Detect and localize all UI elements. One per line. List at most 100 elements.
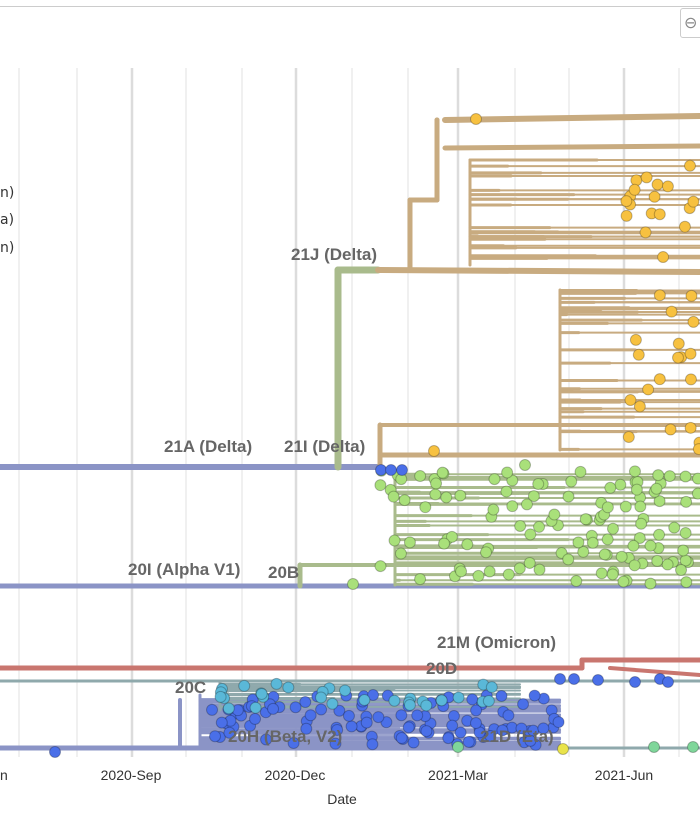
tip	[238, 679, 251, 692]
clade-label-21j: 21J (Delta)	[291, 245, 377, 264]
tip	[395, 709, 408, 722]
legend-item[interactable]: n)	[0, 185, 15, 201]
tip	[672, 337, 685, 350]
tip	[568, 673, 580, 685]
tip	[628, 559, 641, 572]
tip	[653, 289, 666, 302]
tip	[482, 694, 495, 707]
tip	[620, 195, 633, 208]
tip	[501, 466, 514, 479]
tip	[394, 547, 407, 560]
tip	[496, 724, 509, 737]
tip	[519, 459, 531, 471]
tip	[628, 465, 641, 478]
branch	[375, 267, 700, 275]
tip	[454, 489, 467, 502]
tip	[570, 575, 583, 588]
tip	[678, 220, 691, 233]
x-tick-label: 2021-Mar	[428, 767, 488, 783]
tip	[644, 539, 657, 552]
branch	[442, 143, 700, 151]
tip	[461, 538, 474, 551]
branch	[608, 666, 700, 677]
clade-label-21m: 21M (Omicron)	[437, 633, 556, 652]
tip	[345, 720, 358, 733]
tip	[300, 722, 313, 735]
legend-item[interactable]: a)	[0, 212, 15, 228]
tip	[586, 536, 599, 549]
tip	[692, 443, 700, 456]
tip	[642, 383, 655, 396]
tip	[595, 567, 608, 580]
tip	[598, 548, 611, 561]
tip	[619, 500, 632, 513]
tip	[472, 569, 485, 582]
tip	[664, 423, 677, 436]
tip	[500, 485, 513, 498]
tip	[606, 568, 619, 581]
tip	[668, 521, 681, 534]
tip	[429, 488, 442, 501]
tip	[469, 717, 482, 730]
tip	[470, 704, 483, 717]
tip	[601, 501, 614, 514]
tip	[419, 501, 432, 514]
tip	[388, 534, 401, 547]
x-tick-label: 2020-Dec	[265, 767, 326, 783]
tip	[552, 716, 565, 729]
tip	[650, 482, 663, 495]
tip	[326, 697, 339, 710]
tip	[606, 522, 619, 535]
tip	[514, 520, 527, 533]
tip	[375, 464, 387, 476]
tip	[661, 180, 674, 193]
header-divider	[0, 6, 700, 7]
tip	[680, 495, 693, 508]
tip	[687, 741, 699, 753]
clade-label-20c: 20C	[175, 678, 206, 697]
tip	[436, 466, 449, 479]
tip	[523, 556, 536, 569]
tip	[304, 709, 317, 722]
tip	[565, 475, 578, 488]
tip	[396, 464, 408, 476]
tip	[255, 687, 268, 700]
tip	[342, 709, 355, 722]
tip	[653, 208, 666, 221]
x-axis-title: Date	[327, 791, 357, 807]
clade-label-20b: 20B	[268, 563, 299, 582]
zoom-out-button[interactable]: ⊖	[680, 8, 700, 38]
tip	[677, 544, 690, 557]
tip	[430, 477, 443, 490]
tip	[683, 159, 696, 172]
clade-label-20i: 20I (Alpha V1)	[128, 560, 240, 579]
tip	[517, 698, 530, 711]
tip	[562, 490, 575, 503]
tip	[624, 394, 637, 407]
clade-label-20h: 20H (Beta, V2)	[228, 727, 342, 746]
tip	[651, 554, 664, 567]
tip	[687, 195, 700, 208]
tip	[395, 732, 408, 745]
tip	[452, 741, 464, 753]
clade-labels: 21J (Delta) 21A (Delta) 21I (Delta) 20I …	[128, 245, 556, 746]
tip	[537, 722, 550, 735]
tip	[665, 305, 678, 318]
tip	[684, 421, 697, 434]
tip	[577, 545, 590, 558]
tip	[452, 691, 465, 704]
tip	[675, 564, 688, 577]
tip	[622, 431, 635, 444]
tip	[502, 709, 515, 722]
clade-label-20d: 20D	[426, 659, 457, 678]
tip	[532, 478, 545, 491]
legend-item[interactable]: n)	[0, 240, 15, 256]
tip	[520, 498, 533, 511]
tip	[374, 560, 387, 573]
tip	[524, 734, 537, 747]
tip	[653, 373, 666, 386]
tip	[557, 743, 569, 755]
tip	[629, 676, 641, 688]
tip	[414, 470, 427, 483]
